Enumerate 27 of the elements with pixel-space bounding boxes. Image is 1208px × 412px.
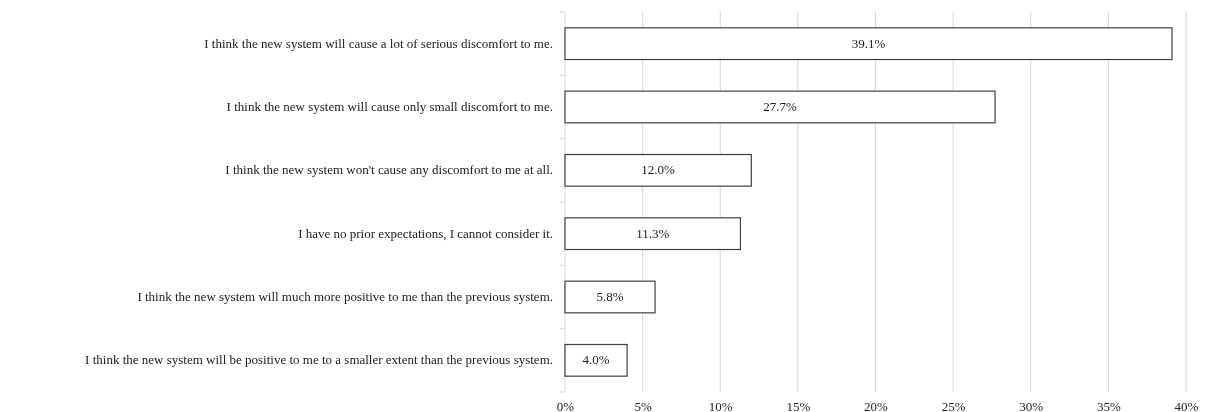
y-tick-label: I think the new system will cause a lot of serious discomfort to me.	[204, 35, 553, 51]
x-tick-label: 30%	[1019, 399, 1044, 412]
y-tick-label: I think the new system will cause only small discomfort to me.	[226, 99, 553, 114]
y-tick-label: I think the new system will much more positive to me than the previous system.	[137, 289, 553, 304]
x-tick-label: 0%	[556, 399, 575, 412]
data-label: 39.1%	[851, 35, 886, 51]
bar	[564, 153, 752, 187]
bar	[564, 343, 628, 377]
x-tick-label: 25%	[941, 399, 966, 412]
y-tick-label: I have no prior expectations, I cannot consider it.	[298, 225, 553, 241]
data-label: 12.0%	[641, 162, 676, 178]
y-tick-label: I think the new system won't cause any discomfort to me at all.	[225, 162, 553, 178]
data-label: 11.3%	[636, 225, 670, 241]
x-tick-label: 10%	[708, 399, 733, 412]
x-tick-label: 15%	[786, 399, 811, 412]
x-tick-label: 40%	[1174, 399, 1199, 412]
bar	[564, 217, 742, 251]
x-tick-label: 5%	[634, 399, 652, 412]
data-label: 4.0%	[582, 352, 610, 368]
data-label: 5.8%	[596, 289, 624, 304]
y-tick-label: I think the new system will be positive to me to a smaller extent than the previous system.	[85, 352, 553, 368]
x-tick-label: 20%	[864, 399, 889, 412]
bar	[564, 90, 996, 124]
bar	[564, 280, 656, 314]
bar	[564, 27, 1173, 61]
data-label: 27.7%	[763, 99, 797, 114]
x-tick-label: 35%	[1096, 399, 1121, 412]
